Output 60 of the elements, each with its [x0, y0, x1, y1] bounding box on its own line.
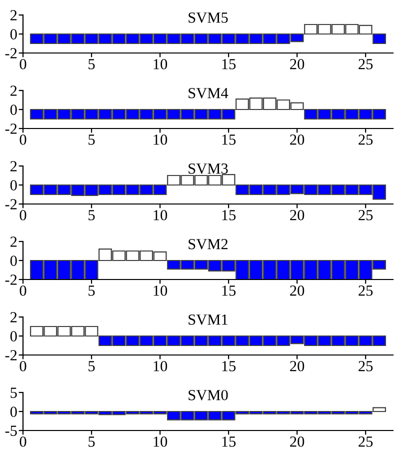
- y-tick-label: 0: [10, 256, 17, 266]
- x-tick-label: 15: [222, 210, 236, 220]
- y-tick-label: -2: [5, 274, 17, 285]
- x-tick-label: 20: [290, 58, 304, 70]
- y-tick-label: 2: [10, 236, 17, 247]
- y-tick-label: 0: [10, 29, 17, 40]
- x-tick-label: 25: [358, 286, 373, 296]
- y-tick-label: -5: [5, 426, 17, 436]
- x-tick-label: 5: [88, 286, 95, 296]
- chart-title: SVM1: [188, 314, 228, 325]
- x-tick-label: 20: [290, 134, 304, 145]
- x-tick-label: 0: [20, 360, 26, 372]
- y-tick-label: 2: [10, 161, 17, 172]
- x-tick-label: 0: [20, 436, 26, 447]
- x-tick-label: 0: [20, 58, 26, 70]
- x-tick-label: 0: [20, 134, 26, 145]
- y-tick-label: 0: [10, 180, 17, 190]
- y-tick-label: 0: [10, 406, 17, 417]
- y-tick-label: 5: [10, 388, 17, 398]
- y-tick-label: 2: [10, 312, 17, 322]
- x-tick-label: 25: [358, 361, 373, 372]
- x-tick-label: 0: [20, 210, 26, 220]
- x-tick-label: 10: [154, 285, 168, 296]
- chart-title: SVM4: [188, 88, 228, 98]
- y-tick-label: 2: [10, 10, 17, 20]
- x-tick-label: 15: [222, 361, 236, 372]
- y-tick-label: 0: [10, 104, 17, 115]
- x-tick-label: 15: [222, 436, 236, 447]
- x-tick-label: 25: [358, 436, 373, 447]
- x-tick-label: 20: [290, 360, 304, 372]
- y-tick-label: -2: [5, 48, 17, 58]
- x-tick-label: 5: [88, 361, 95, 372]
- x-tick-label: 5: [88, 59, 95, 70]
- y-tick-label: -2: [5, 124, 17, 134]
- x-tick-label: 10: [154, 58, 168, 70]
- x-tick-label: 10: [154, 210, 168, 220]
- y-tick-label: 2: [10, 86, 17, 96]
- x-tick-label: 20: [290, 210, 304, 220]
- x-tick-label: 5: [88, 436, 95, 447]
- y-tick-label: 0: [10, 331, 17, 342]
- x-tick-label: 10: [154, 436, 168, 447]
- x-tick-label: 5: [88, 134, 95, 145]
- x-tick-label: 20: [290, 436, 304, 447]
- x-tick-label: 25: [358, 59, 373, 70]
- x-tick-label: 10: [154, 134, 168, 145]
- x-tick-label: 15: [222, 286, 236, 296]
- x-tick-label: 15: [222, 134, 236, 145]
- x-tick-label: 5: [88, 210, 95, 220]
- y-tick-label: -2: [5, 350, 17, 360]
- chart-title: SVM5: [188, 12, 228, 23]
- chart-title: SVM0: [188, 390, 228, 400]
- chart-title: SVM2: [188, 238, 228, 250]
- y-tick-label: -2: [5, 199, 17, 210]
- x-tick-label: 25: [358, 134, 373, 145]
- x-tick-label: 10: [154, 360, 168, 372]
- x-tick-label: 20: [290, 285, 304, 296]
- x-tick-label: 15: [222, 59, 236, 70]
- x-tick-label: 25: [358, 210, 373, 220]
- chart-title: SVM3: [188, 163, 228, 174]
- x-tick-label: 0: [20, 285, 26, 296]
